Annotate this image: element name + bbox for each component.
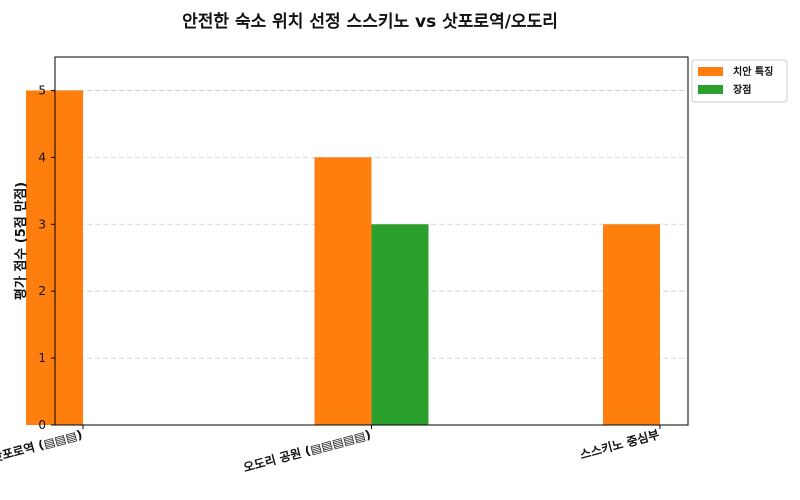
- y-axis-ticks: 0 1 2 3 4 5: [38, 83, 55, 432]
- y-axis-label: 평가 점수 (5점 만점): [13, 182, 29, 300]
- legend-swatch: [698, 67, 723, 76]
- chart-title: 안전한 숙소 위치 선정 스스키노 vs 삿포로역/오도리: [182, 12, 558, 32]
- bar-advantage-1: [371, 224, 429, 425]
- bar-safety-2: [603, 224, 660, 425]
- y-tick-label: 3: [38, 217, 46, 231]
- x-tick-label: 삿포로역 (▤▤▤): [0, 426, 84, 465]
- y-tick-label: 1: [38, 351, 46, 365]
- x-tick-label: 스스키노 중심부: [578, 426, 661, 462]
- x-axis-ticks: 삿포로역 (▤▤▤) 오도리 공원 (▤▤▤▤▤) 스스키노 중심부: [0, 425, 661, 475]
- bars: [26, 90, 660, 426]
- legend-label: 장점: [733, 83, 751, 96]
- y-tick-label: 0: [38, 418, 46, 432]
- x-tick-label: 오도리 공원 (▤▤▤▤▤): [242, 426, 373, 474]
- y-tick-label: 2: [38, 284, 46, 298]
- y-tick-label: 4: [38, 150, 46, 164]
- legend-swatch: [698, 85, 723, 94]
- bar-safety-1: [314, 157, 372, 425]
- legend-label: 치안 특징: [733, 65, 773, 78]
- y-tick-label: 5: [38, 83, 46, 97]
